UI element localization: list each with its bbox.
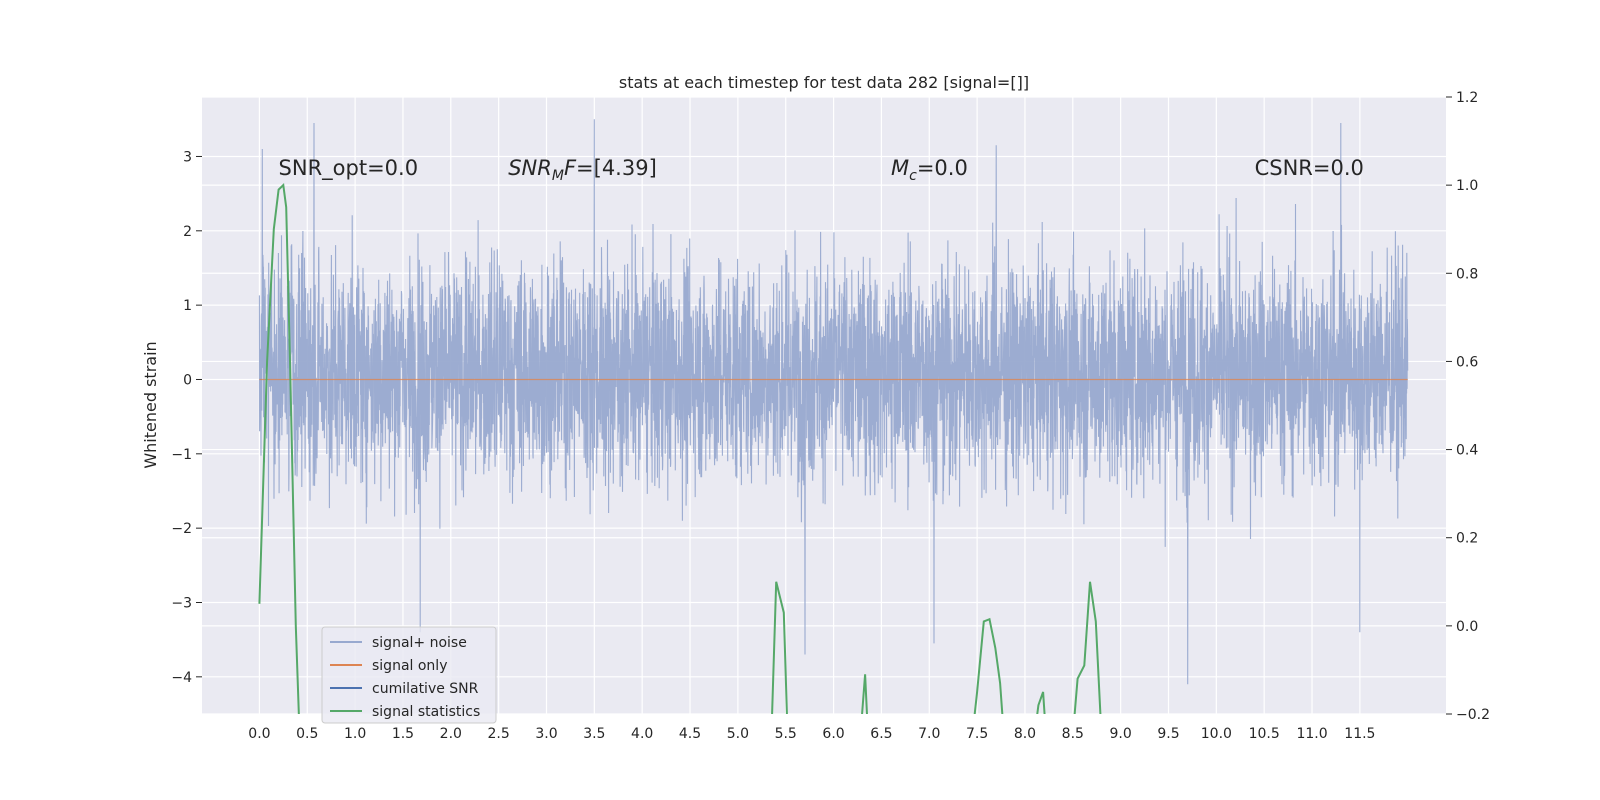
x-tick-label: 5.5 bbox=[775, 726, 797, 742]
y2-tick-label: 0.8 bbox=[1456, 266, 1478, 282]
metric-annotation: SNRMF=[4.39] bbox=[508, 156, 657, 184]
y-axis-ticks: 3 2 1 0 −1 −2 −3 −4 bbox=[171, 149, 202, 686]
x-tick-label: 11.0 bbox=[1296, 726, 1327, 742]
series-line-signal-statistics bbox=[1073, 581, 1102, 714]
x-tick-label: 2.0 bbox=[440, 726, 462, 742]
metric-annotation: CSNR=0.0 bbox=[1255, 156, 1364, 180]
legend: signal+ noise signal only cumilative SNR si… bbox=[321, 626, 497, 724]
legend-label: signal only bbox=[372, 658, 447, 674]
chart-title: stats at each timestep for test data 282… bbox=[619, 73, 1029, 92]
legend-box bbox=[321, 626, 497, 724]
x-tick-label: 0.5 bbox=[296, 726, 318, 742]
y2-tick-label: 1.0 bbox=[1456, 178, 1478, 194]
signal-statistics-series bbox=[258, 183, 1102, 714]
x-tick-label: 7.5 bbox=[966, 726, 988, 742]
metric-annotation: SNR_opt=0.0 bbox=[279, 156, 419, 181]
y2-tick-label: 0.6 bbox=[1456, 354, 1478, 370]
x-tick-label: 1.5 bbox=[392, 726, 414, 742]
y-axis-label: Whitened strain bbox=[141, 341, 160, 468]
x-tick-label: 3.0 bbox=[535, 726, 557, 742]
legend-label: cumilative SNR bbox=[372, 681, 479, 697]
x-tick-label: 8.0 bbox=[1014, 726, 1036, 742]
y2-tick-label: 1.2 bbox=[1456, 90, 1478, 106]
series-line-signal-statistics bbox=[861, 674, 868, 714]
y-tick-label: 0 bbox=[183, 372, 192, 388]
series-line-signal-statistics bbox=[771, 581, 788, 714]
signal-noise-series bbox=[258, 119, 1409, 685]
y2-tick-label: 0.0 bbox=[1456, 619, 1478, 635]
y-tick-label: −1 bbox=[171, 447, 192, 463]
x-tick-label: 1.0 bbox=[344, 726, 366, 742]
y2-axis-ticks: 1.2 1.0 0.8 0.6 0.4 0.2 0.0 −0.2 bbox=[1446, 90, 1490, 723]
series-line-signal-statistics bbox=[1036, 691, 1046, 714]
x-tick-label: 4.5 bbox=[679, 726, 701, 742]
metric-annotation: Mc=0.0 bbox=[891, 156, 968, 184]
x-tick-label: 10.0 bbox=[1201, 726, 1232, 742]
x-tick-label: 6.5 bbox=[870, 726, 892, 742]
legend-label: signal+ noise bbox=[372, 635, 467, 651]
x-tick-label: 0.0 bbox=[248, 726, 270, 742]
x-tick-label: 5.0 bbox=[727, 726, 749, 742]
series-line-signal-statistics bbox=[973, 617, 1004, 714]
x-tick-label: 6.0 bbox=[822, 726, 844, 742]
x-tick-label: 10.5 bbox=[1249, 726, 1280, 742]
y2-tick-label: −0.2 bbox=[1456, 707, 1490, 723]
x-tick-label: 4.0 bbox=[631, 726, 653, 742]
y2-tick-label: 0.2 bbox=[1456, 531, 1478, 547]
y2-tick-label: 0.4 bbox=[1456, 443, 1478, 459]
x-tick-label: 9.0 bbox=[1110, 726, 1132, 742]
y-tick-label: −4 bbox=[171, 670, 192, 686]
y-tick-label: −2 bbox=[171, 521, 192, 537]
x-tick-label: 11.5 bbox=[1344, 726, 1375, 742]
x-tick-label: 8.5 bbox=[1062, 726, 1084, 742]
y-tick-label: 3 bbox=[183, 149, 192, 165]
x-tick-label: 2.5 bbox=[488, 726, 510, 742]
y-tick-label: 2 bbox=[183, 224, 192, 240]
y-tick-label: −3 bbox=[171, 595, 192, 611]
x-tick-label: 7.0 bbox=[918, 726, 940, 742]
series-line-signal-statistics bbox=[258, 183, 300, 714]
legend-label: signal statistics bbox=[372, 704, 480, 720]
y-tick-label: 1 bbox=[183, 298, 192, 314]
x-tick-label: 9.5 bbox=[1157, 726, 1179, 742]
metric-annotations: SNR_opt=0.0 SNRMF=[4.39] Mc=0.0 CSNR=0.0 bbox=[279, 156, 1364, 184]
x-tick-label: 3.5 bbox=[583, 726, 605, 742]
series-line-signal-noise bbox=[258, 119, 1409, 685]
x-axis-ticks: 0.0 0.5 1.0 1.5 2.0 2.5 3.0 3.5 4.0 4.5 5.0 5.5 6.0 6… bbox=[248, 726, 1375, 742]
